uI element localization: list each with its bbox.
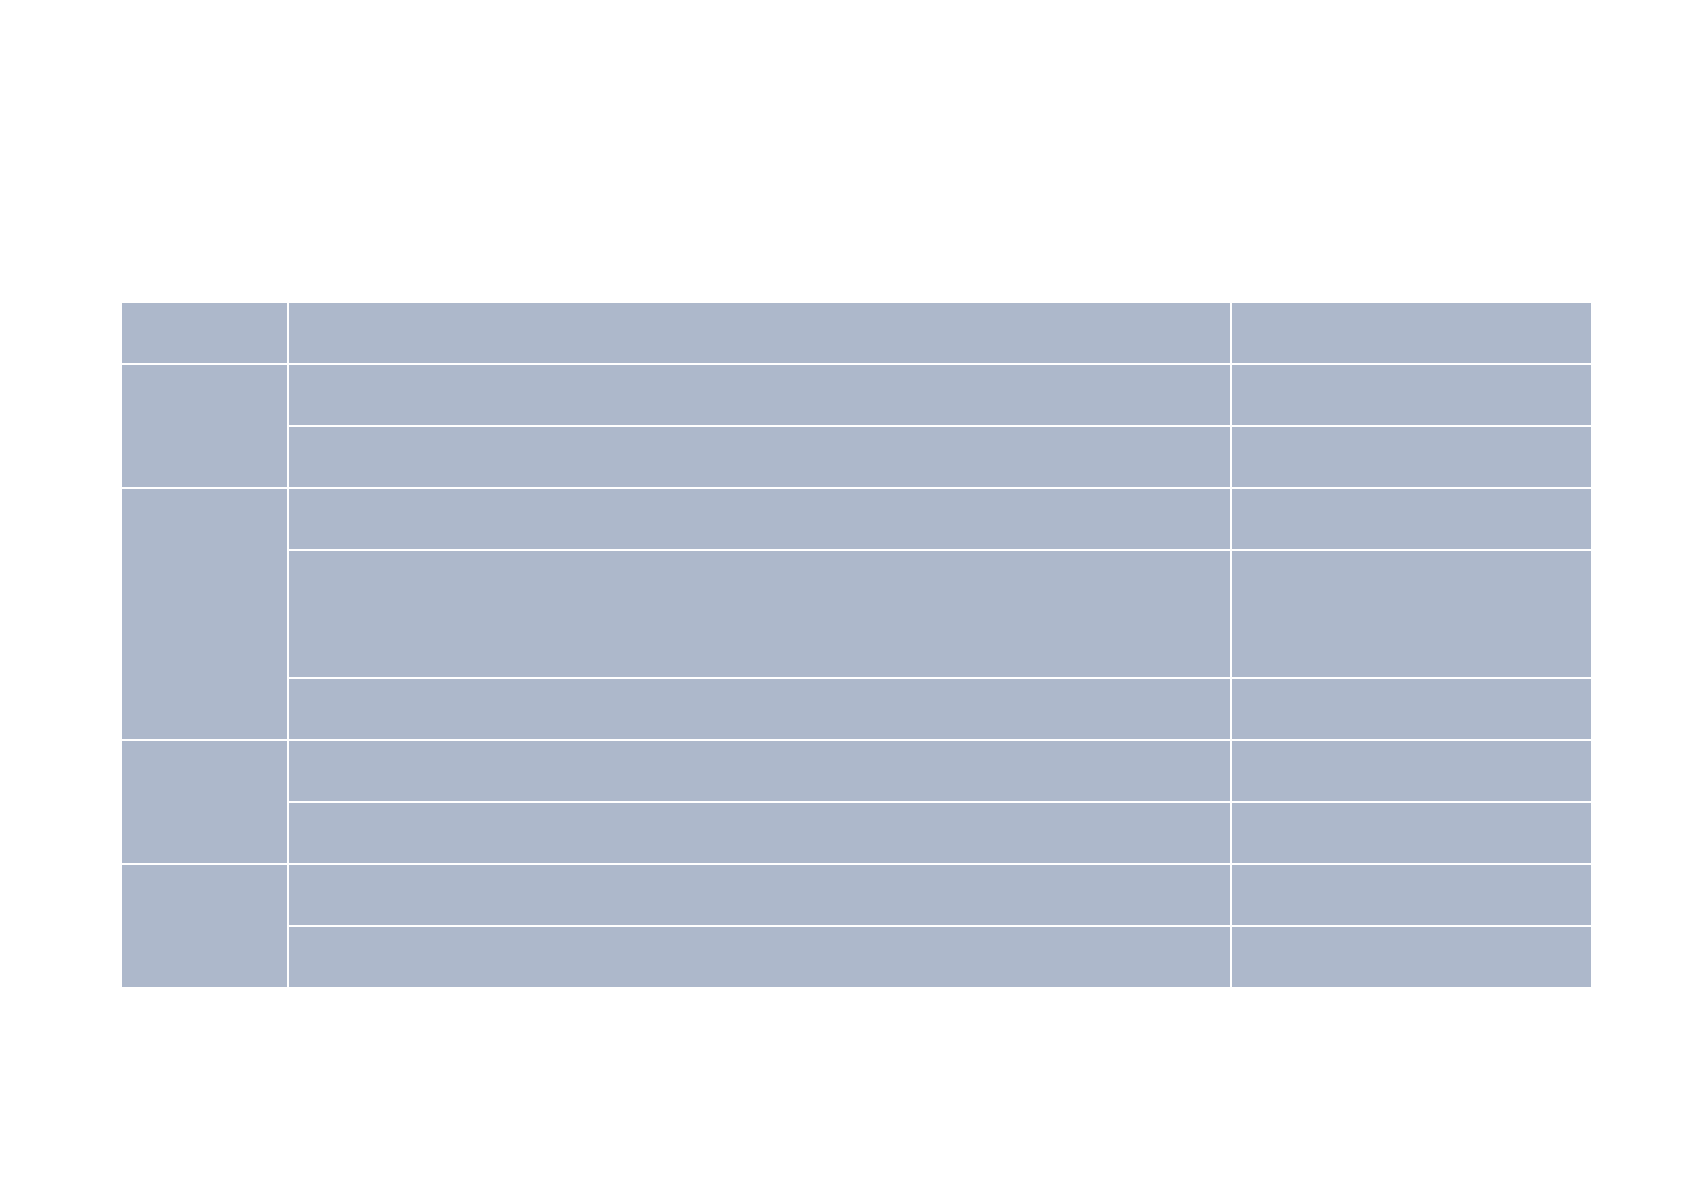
value-cell	[1230, 549, 1593, 679]
group-label-cell	[120, 739, 289, 865]
table-body	[120, 301, 1593, 989]
table-row	[120, 863, 1593, 989]
value-cell	[1230, 801, 1593, 865]
table-row	[120, 739, 1593, 865]
value-cell	[1230, 677, 1593, 741]
table-row	[121, 801, 1593, 865]
value-cell	[1230, 363, 1593, 427]
value-cell	[1230, 487, 1593, 551]
table-row	[121, 677, 1593, 741]
group-label-cell	[120, 487, 289, 741]
group-label-cell	[120, 301, 289, 365]
description-cell	[287, 425, 1232, 489]
description-cell	[287, 863, 1232, 927]
table-row	[120, 363, 1593, 489]
description-cell	[287, 301, 1232, 365]
description-cell	[287, 487, 1232, 551]
value-cell	[1230, 739, 1593, 803]
group-label-cell	[120, 363, 289, 489]
value-cell	[1230, 425, 1593, 489]
description-cell	[287, 801, 1232, 865]
group-label-cell	[120, 863, 289, 989]
value-cell	[1230, 925, 1593, 989]
blank-table	[120, 301, 1593, 989]
description-cell	[287, 363, 1232, 427]
description-cell	[287, 925, 1232, 989]
value-cell	[1230, 301, 1593, 365]
description-cell	[287, 677, 1232, 741]
table-row	[121, 549, 1593, 679]
table-row	[121, 925, 1593, 989]
table-row	[121, 425, 1593, 489]
table-row	[120, 487, 1593, 741]
description-cell	[287, 739, 1232, 803]
description-cell	[287, 549, 1232, 679]
table-row	[120, 301, 1593, 365]
value-cell	[1230, 863, 1593, 927]
